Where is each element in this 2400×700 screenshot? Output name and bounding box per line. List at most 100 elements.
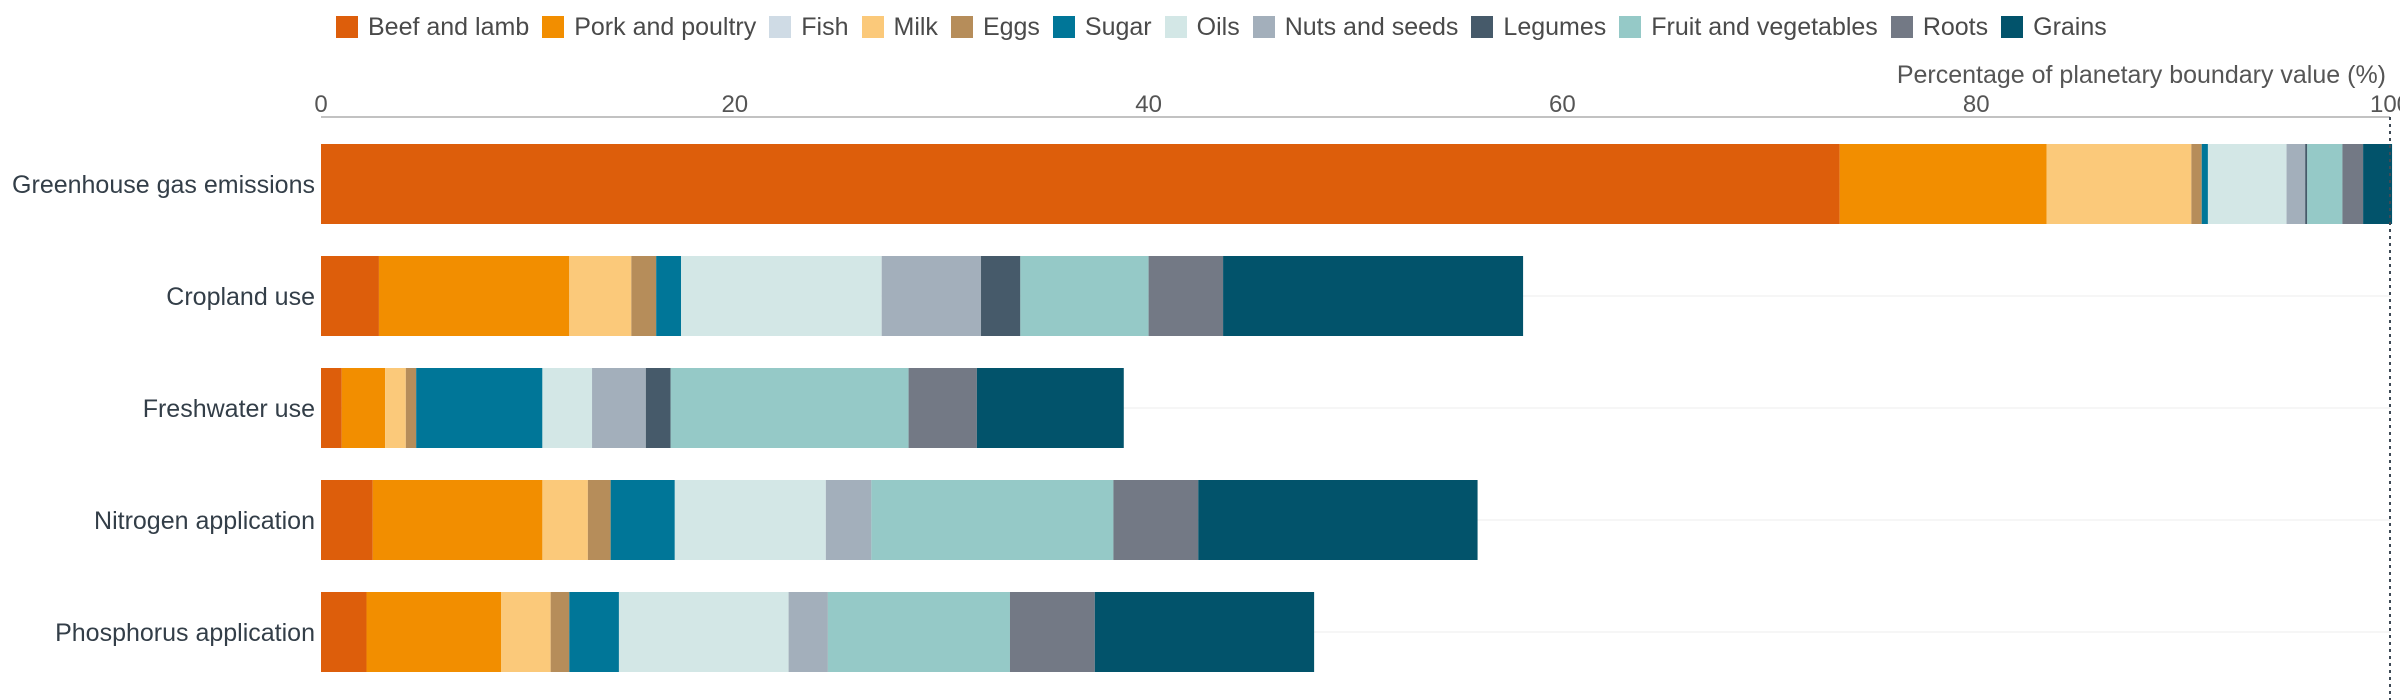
legend-item: Beef and lamb [336,13,529,42]
bar-segment [587,480,611,560]
bar-segment [610,480,675,560]
legend-item: Pork and poultry [542,13,756,42]
legend-item: Fruit and vegetables [1619,13,1878,42]
bar-segment [569,256,632,336]
bar-segment [908,368,977,448]
legend-label: Roots [1922,12,1989,41]
bar-segment [670,368,909,448]
x-tick-label: 40 [1135,91,1162,118]
bar-segment [2286,144,2306,224]
bars [321,144,2393,672]
bar-segment [2046,144,2192,224]
bar-segment [827,592,1010,672]
legend-item: Eggs [950,12,1040,42]
bar-segment [788,592,828,672]
bar-segment [321,480,373,560]
bar-segment [1009,592,1095,672]
legend-label: Oils [1196,12,1240,41]
legend-label: Fruit and vegetables [1651,12,1878,41]
bar-segment [1094,592,1315,672]
bar-segment [2342,144,2364,224]
legend-label: Grains [2033,12,2107,41]
bar-segment [321,368,342,448]
bar-segment [2207,144,2287,224]
category-labels: Greenhouse gas emissions Cropland use Fres… [12,171,315,647]
bar-segment [2191,144,2202,224]
legend-swatch [1252,16,1275,38]
bar-segment [881,256,982,336]
x-tick-label: 80 [1963,91,1990,118]
legend-item: Oils [1164,12,1240,42]
bar-segment [366,592,502,672]
bar-segment [385,368,406,448]
legend-label: Eggs [982,12,1040,41]
x-axis-title: Percentage of planetary boundary value (… [1897,61,2386,89]
legend-swatch [1471,16,1494,38]
bar-segment [645,368,671,448]
bar-segment [2201,144,2208,224]
bar-segment [1223,256,1524,336]
legend-item: Nuts and seeds [1252,12,1459,42]
legend-item: Milk [861,12,938,42]
legend-swatch [1890,16,1913,38]
bar-segment [618,592,789,672]
bar-segment [416,368,543,448]
legend-swatch [1619,16,1642,38]
bar-segment [341,368,386,448]
bar-segment [656,256,682,336]
bar-segment [501,592,551,672]
bar-segment [2307,144,2343,224]
legend-swatch [769,16,792,38]
category-label: Freshwater use [143,395,315,423]
legend-swatch [1052,16,1075,38]
bar-segment [372,480,543,560]
legend-item: Sugar [1052,12,1152,42]
legend-label: Nuts and seeds [1284,12,1459,41]
legend-label: Fish [801,12,849,41]
bar-segment [976,368,1124,448]
bar-segment [542,368,593,448]
bar-segment [550,592,570,672]
bar-segment [2305,144,2308,224]
chart-legend: Beef and lamb Pork and poultry Fish Milk Egg… [336,12,2120,42]
bar-segment [321,592,367,672]
legend-item: Legumes [1471,13,1606,42]
bar-segment [1148,256,1224,336]
bar-segment [542,480,588,560]
legend-item: Fish [769,12,849,42]
x-tick-label: 0 [314,91,327,118]
legend-swatch [542,16,565,38]
bar-segment [871,480,1114,560]
x-tick-label: 20 [721,91,748,118]
bar-segment [681,256,882,336]
legend-swatch [950,16,973,38]
bar-segment [1839,144,2047,224]
bar-segment [592,368,646,448]
legend-swatch [1164,16,1187,38]
bar-segment [1020,256,1149,336]
bar-segment [674,480,826,560]
legend-item: Roots [1890,12,1989,42]
bar-segment [321,256,379,336]
legend-label: Pork and poultry [574,12,757,41]
category-label: Greenhouse gas emissions [12,171,315,199]
bar-segment [1113,480,1199,560]
x-tick-label: 100 [2370,91,2400,118]
category-label: Cropland use [166,283,315,311]
bar-segment [981,256,1021,336]
bar-segment [321,144,1840,224]
bar-segment [405,368,417,448]
legend-swatch [336,16,358,38]
legend-label: Sugar [1084,12,1152,41]
bar-segment [1198,480,1478,560]
category-label: Nitrogen application [94,507,315,535]
bar-segment [631,256,657,336]
bar-segment [378,256,570,336]
bar-segment [569,592,619,672]
legend-item: Grains [2001,13,2107,42]
legend-label: Milk [893,12,938,41]
x-axis: Percentage of planetary boundary value (… [314,61,2400,700]
legend-label: Legumes [1503,12,1607,41]
legend-swatch [2001,16,2024,38]
